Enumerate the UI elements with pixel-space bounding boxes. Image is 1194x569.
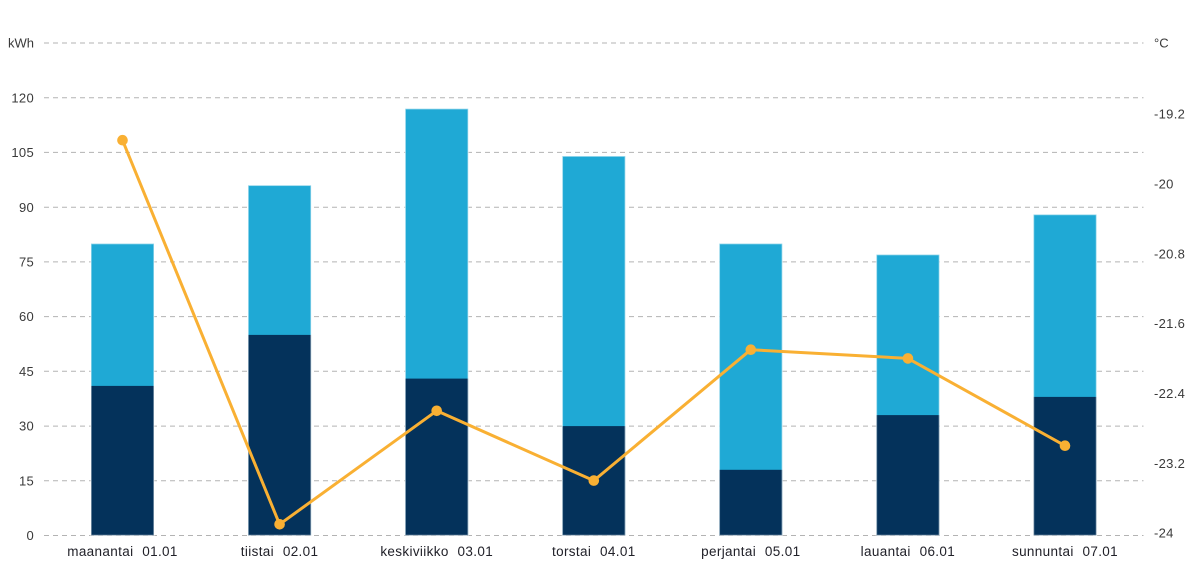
bar-segment-dark[interactable] — [91, 385, 154, 536]
temperature-point[interactable] — [588, 475, 600, 486]
left-axis-tick-label: 75 — [19, 254, 34, 269]
right-axis-title: °C — [1154, 36, 1169, 51]
category-label: sunnuntai 07.01 — [1012, 544, 1118, 559]
bar-outline — [718, 242, 784, 537]
left-axis-tick-label: 60 — [19, 309, 34, 324]
right-axis-tick-label: -21.6 — [1154, 316, 1185, 331]
bar-segment-dark[interactable] — [719, 469, 783, 536]
left-axis-tick-label: 0 — [26, 528, 34, 543]
category-label: tiistai 02.01 — [241, 544, 319, 559]
bar-outline — [90, 242, 155, 537]
left-axis-tick-label: 45 — [19, 364, 34, 379]
bar-segment-dark[interactable] — [876, 415, 940, 536]
category-label: perjantai 05.01 — [701, 544, 800, 559]
bar-outline — [561, 155, 627, 537]
bar-outline — [1032, 213, 1098, 537]
right-axis-tick-label: -24 — [1154, 526, 1174, 541]
category-label: maanantai 01.01 — [67, 544, 178, 559]
right-axis-tick-label: -23.2 — [1154, 456, 1185, 471]
right-axis-tick-label: -20.8 — [1154, 246, 1185, 261]
temperature-point[interactable] — [902, 353, 914, 364]
left-axis-tick-label: 105 — [11, 145, 34, 160]
left-axis-tick-label: 30 — [19, 419, 34, 434]
temperature-point[interactable] — [274, 519, 285, 530]
right-axis-tick-label: -19.2 — [1154, 107, 1185, 122]
temperature-point[interactable] — [1059, 440, 1071, 452]
right-axis-tick-label: -22.4 — [1154, 386, 1185, 401]
right-axis-tick-label: -20 — [1154, 176, 1174, 191]
left-axis-tick-label: 15 — [19, 473, 34, 488]
bar-segment-dark[interactable] — [1033, 396, 1097, 536]
bar-outline — [247, 184, 312, 537]
category-label: lauantai 06.01 — [861, 544, 955, 559]
left-axis-title: kWh — [8, 36, 34, 51]
bar-segment-dark[interactable] — [248, 334, 312, 536]
temperature-point[interactable] — [431, 405, 443, 417]
category-label: torstai 04.01 — [552, 544, 636, 559]
left-axis-tick-label: 120 — [11, 90, 34, 105]
temperature-point[interactable] — [745, 344, 757, 356]
bar-segment-dark[interactable] — [405, 378, 469, 536]
category-label: keskiviikko 03.01 — [380, 544, 493, 559]
left-axis-tick-label: 90 — [19, 200, 34, 215]
bar-outline — [404, 107, 469, 537]
bar-outline — [875, 253, 941, 537]
temperature-point[interactable] — [117, 134, 128, 146]
